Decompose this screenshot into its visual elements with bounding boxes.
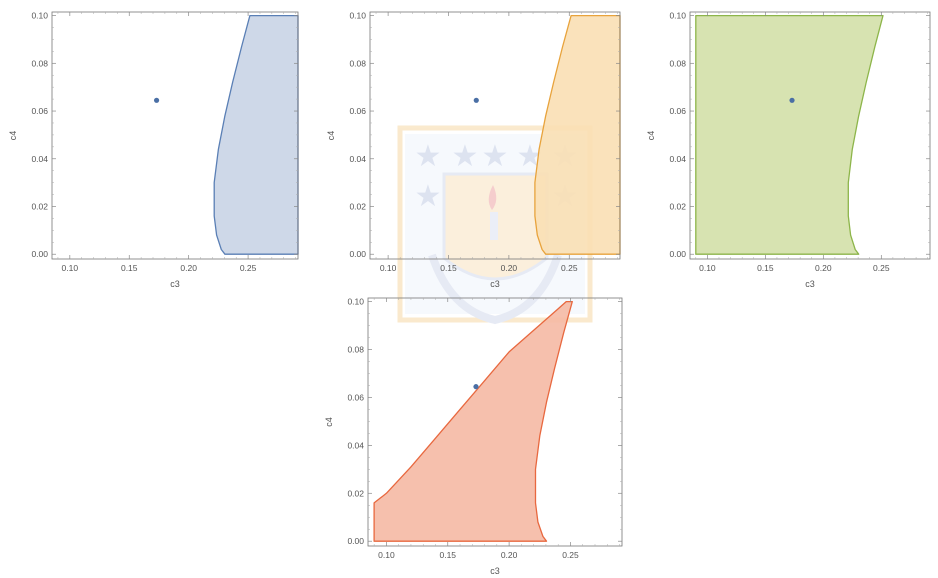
- x-tick-label: 0.20: [501, 550, 518, 560]
- x-tick-label: 0.15: [121, 263, 138, 273]
- y-tick-label: 0.02: [31, 201, 48, 211]
- y-tick-label: 0.10: [669, 11, 686, 21]
- x-tick-label: 0.25: [561, 263, 578, 273]
- region-3: [695, 14, 884, 255]
- svg-text:★: ★: [415, 139, 442, 174]
- data-point: [789, 97, 795, 103]
- y-axis-label: c4: [8, 131, 18, 141]
- y-tick-label: 0.10: [349, 11, 366, 21]
- panel-2: 0.10 0.15 0.20 0.25 0.00 0.02 0.04 0.06 0.08 0.10…: [326, 11, 621, 289]
- y-tick-label: 0.04: [349, 154, 366, 164]
- region-4: [373, 300, 573, 542]
- y-tick-label: 0.00: [669, 249, 686, 259]
- x-tick-label: 0.15: [439, 550, 456, 560]
- y-tick-label: 0.04: [347, 440, 364, 450]
- y-tick-label: 0.06: [349, 106, 366, 116]
- x-tick-label: 0.25: [240, 263, 257, 273]
- plot-frame: [689, 11, 931, 260]
- plot-frame: [51, 11, 299, 260]
- y-axis-label: c4: [646, 131, 656, 141]
- y-tick-label: 0.00: [31, 249, 48, 259]
- y-axis-label: c4: [324, 417, 334, 427]
- y-tick-label: 0.04: [669, 154, 686, 164]
- y-tick-label: 0.06: [31, 106, 48, 116]
- panel-1: 0.10 0.15 0.20 0.25 0.00 0.02 0.04 0.06 0.08 0.10…: [8, 11, 299, 289]
- x-axis-label: c3: [805, 279, 815, 289]
- region-2: [534, 14, 621, 255]
- panel-4: 0.10 0.15 0.20 0.25 0.00 0.02 0.04 0.06 0.08 0.10…: [324, 297, 623, 576]
- y-tick-label: 0.08: [347, 345, 364, 355]
- y-tick-label: 0.06: [669, 106, 686, 116]
- x-axis-label: c3: [490, 566, 500, 576]
- y-tick-label: 0.08: [31, 58, 48, 68]
- svg-text:★: ★: [452, 139, 479, 174]
- y-tick-label: 0.02: [347, 488, 364, 498]
- panel-3: 0.10 0.15 0.20 0.25 0.00 0.02 0.04 0.06 0.08 0.10…: [646, 11, 931, 289]
- y-tick-label: 0.04: [31, 154, 48, 164]
- y-tick-label: 0.02: [349, 201, 366, 211]
- x-tick-label: 0.15: [440, 263, 457, 273]
- x-tick-label: 0.20: [815, 263, 832, 273]
- y-tick-label: 0.08: [669, 58, 686, 68]
- region-1: [213, 14, 299, 255]
- y-tick-label: 0.00: [349, 249, 366, 259]
- y-tick-label: 0.02: [669, 201, 686, 211]
- x-tick-label: 0.15: [757, 263, 774, 273]
- x-tick-label: 0.25: [873, 263, 890, 273]
- data-point: [473, 97, 479, 103]
- y-tick-label: 0.10: [347, 297, 364, 307]
- x-tick-label: 0.25: [562, 550, 579, 560]
- x-axis-label: c3: [170, 279, 180, 289]
- x-tick-label: 0.20: [180, 263, 197, 273]
- x-tick-label: 0.10: [699, 263, 716, 273]
- svg-text:★: ★: [415, 179, 442, 214]
- data-point: [473, 384, 479, 390]
- plot-frame: [369, 11, 621, 260]
- data-point: [153, 97, 160, 103]
- y-tick-label: 0.10: [31, 11, 48, 21]
- x-axis-label: c3: [490, 279, 500, 289]
- y-tick-label: 0.08: [349, 58, 366, 68]
- x-tick-label: 0.20: [501, 263, 518, 273]
- plot-frame: [367, 297, 623, 547]
- y-tick-label: 0.06: [347, 392, 364, 402]
- x-tick-label: 0.10: [378, 550, 395, 560]
- x-tick-label: 0.10: [380, 263, 397, 273]
- x-tick-label: 0.10: [62, 263, 79, 273]
- svg-text:★: ★: [482, 139, 509, 174]
- y-tick-label: 0.00: [347, 536, 364, 546]
- y-axis-label: c4: [326, 131, 336, 141]
